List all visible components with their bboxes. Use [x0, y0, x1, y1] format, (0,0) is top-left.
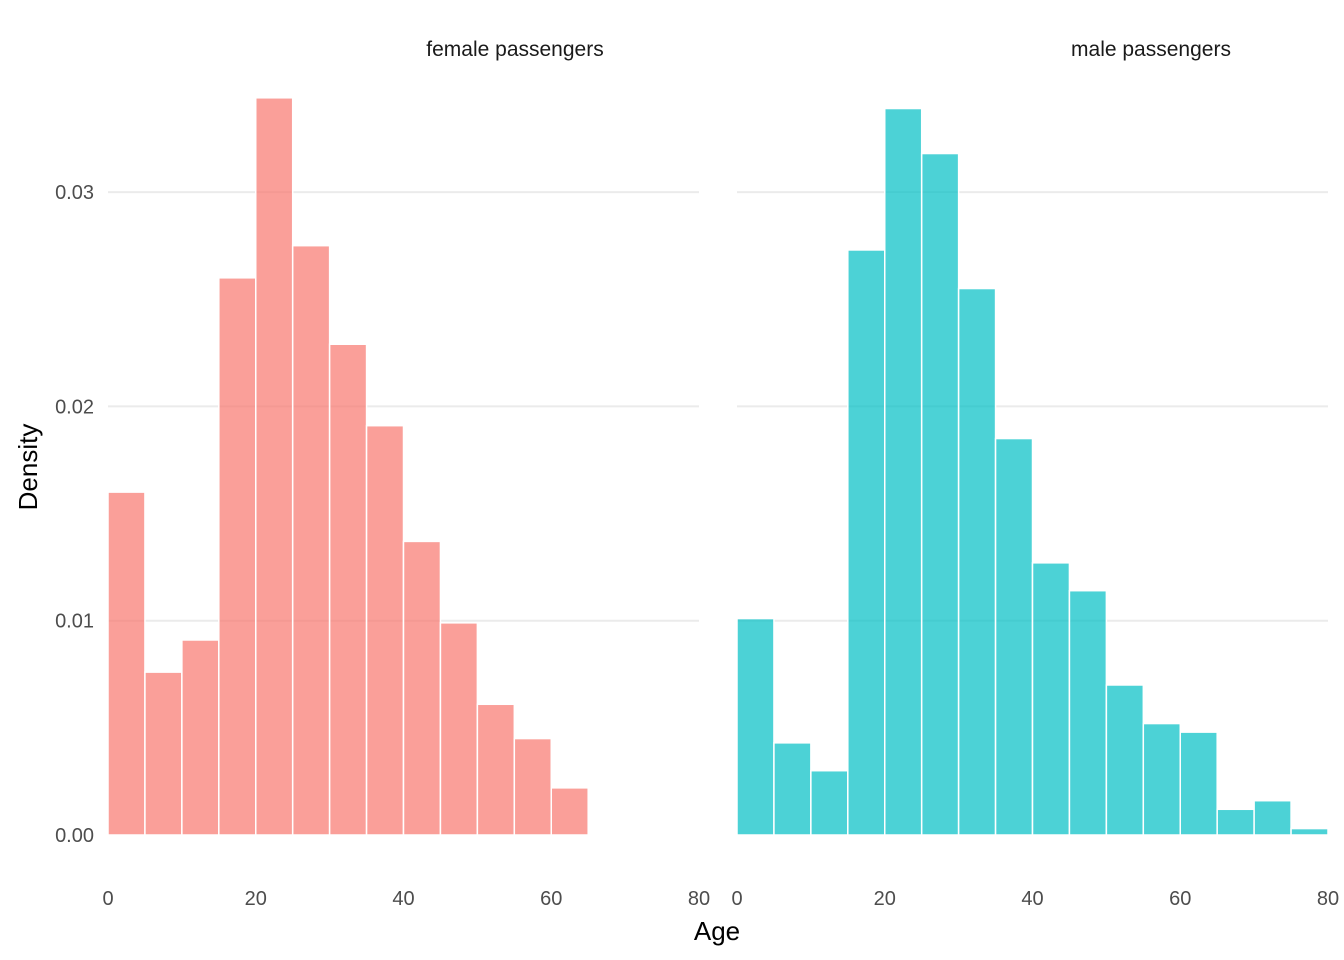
histogram-bar: [1031, 562, 1071, 836]
histogram-bar: [255, 97, 294, 836]
histogram-bar: [1105, 684, 1145, 836]
histogram-bar: [1290, 827, 1329, 836]
histogram-bar: [1253, 799, 1292, 836]
histogram-bar: [218, 277, 257, 836]
histogram-bar: [181, 639, 220, 836]
x-tick-label: 60: [540, 888, 562, 910]
facet-strip-label: female passengers: [426, 38, 603, 61]
x-tick-label: 0: [102, 888, 113, 910]
histogram-bar: [920, 152, 960, 836]
histogram-bar: [810, 769, 849, 836]
facet-panel-female: female passengers 0 20 40 60 80: [102, 38, 710, 910]
y-axis: 0.00 0.01 0.02 0.03: [55, 182, 94, 847]
y-tick-label: 0.03: [55, 182, 94, 204]
y-tick-label: 0.02: [55, 396, 94, 418]
histogram-bar: [736, 617, 775, 836]
x-tick-label: 20: [245, 888, 267, 910]
histogram-bar: [1068, 589, 1108, 836]
x-tick-label: 60: [1169, 888, 1191, 910]
x-tick-label: 40: [392, 888, 414, 910]
x-tick-label: 0: [731, 888, 742, 910]
y-axis-title: Density: [13, 424, 43, 511]
y-tick-label: 0.01: [55, 611, 94, 633]
x-axis-title: Age: [694, 916, 740, 946]
x-tick-label: 20: [874, 888, 896, 910]
histogram-bar: [107, 491, 146, 836]
histogram-bar: [957, 287, 997, 836]
x-tick-label: 80: [688, 888, 710, 910]
x-tick-label: 40: [1021, 888, 1043, 910]
facet-panel-male: male passengers 0 20 40 60 80: [731, 38, 1339, 910]
histogram-bar: [1142, 722, 1181, 836]
y-tick-label: 0.00: [55, 825, 94, 847]
histogram-bar: [550, 787, 589, 836]
facet-strip-label: male passengers: [1071, 38, 1231, 61]
histogram-bar: [365, 424, 405, 836]
histogram-bar: [476, 703, 516, 836]
histogram-bar: [884, 107, 923, 836]
histogram-bar: [847, 249, 886, 836]
histogram-bar: [1216, 808, 1255, 836]
histogram-bar: [773, 742, 812, 836]
histogram-bar: [328, 343, 368, 836]
histogram-bar: [144, 671, 183, 836]
histogram-bar: [994, 437, 1034, 836]
histogram-bar: [291, 244, 331, 836]
histogram-bar: [513, 737, 552, 836]
histogram-bar: [439, 622, 479, 836]
histogram-bar: [1179, 731, 1218, 836]
histogram-bar: [402, 540, 442, 836]
x-tick-label: 80: [1317, 888, 1339, 910]
